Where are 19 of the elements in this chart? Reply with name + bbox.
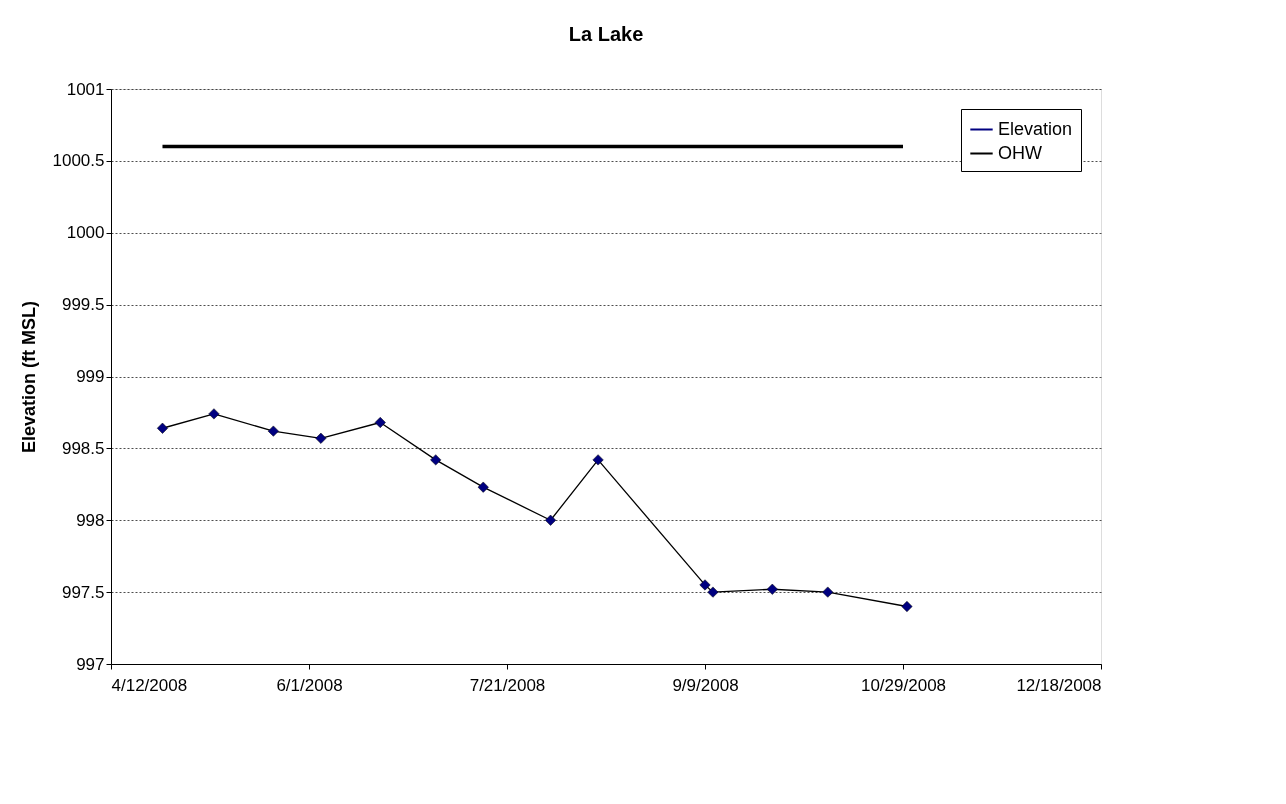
legend-label: Elevation	[998, 118, 1073, 139]
y-tick-label: 999	[76, 367, 105, 386]
x-tick-label: 9/9/2008	[672, 675, 739, 695]
y-tick-label: 998.5	[61, 438, 105, 458]
y-axis-title: Elevation (ft MSL)	[18, 301, 39, 453]
y-tick-label: 999.5	[61, 295, 105, 315]
x-tick-label: 6/1/2008	[276, 675, 343, 695]
legend-label: OHW	[998, 142, 1042, 163]
x-tick-label: 4/12/2008	[111, 675, 188, 695]
y-tick-label: 1001	[66, 79, 105, 99]
x-tick-label: 10/29/2008	[860, 675, 947, 695]
y-tick-label: 1000.5	[52, 151, 105, 171]
y-tick-label: 998	[76, 510, 105, 530]
x-tick-label: 7/21/2008	[469, 675, 546, 695]
y-tick-label: 997.5	[61, 582, 105, 602]
x-tick-label: 12/18/2008	[1016, 675, 1102, 695]
chart-title: La Lake	[568, 23, 644, 45]
y-tick-label: 1000	[66, 223, 105, 243]
y-tick-label: 997	[76, 654, 105, 674]
